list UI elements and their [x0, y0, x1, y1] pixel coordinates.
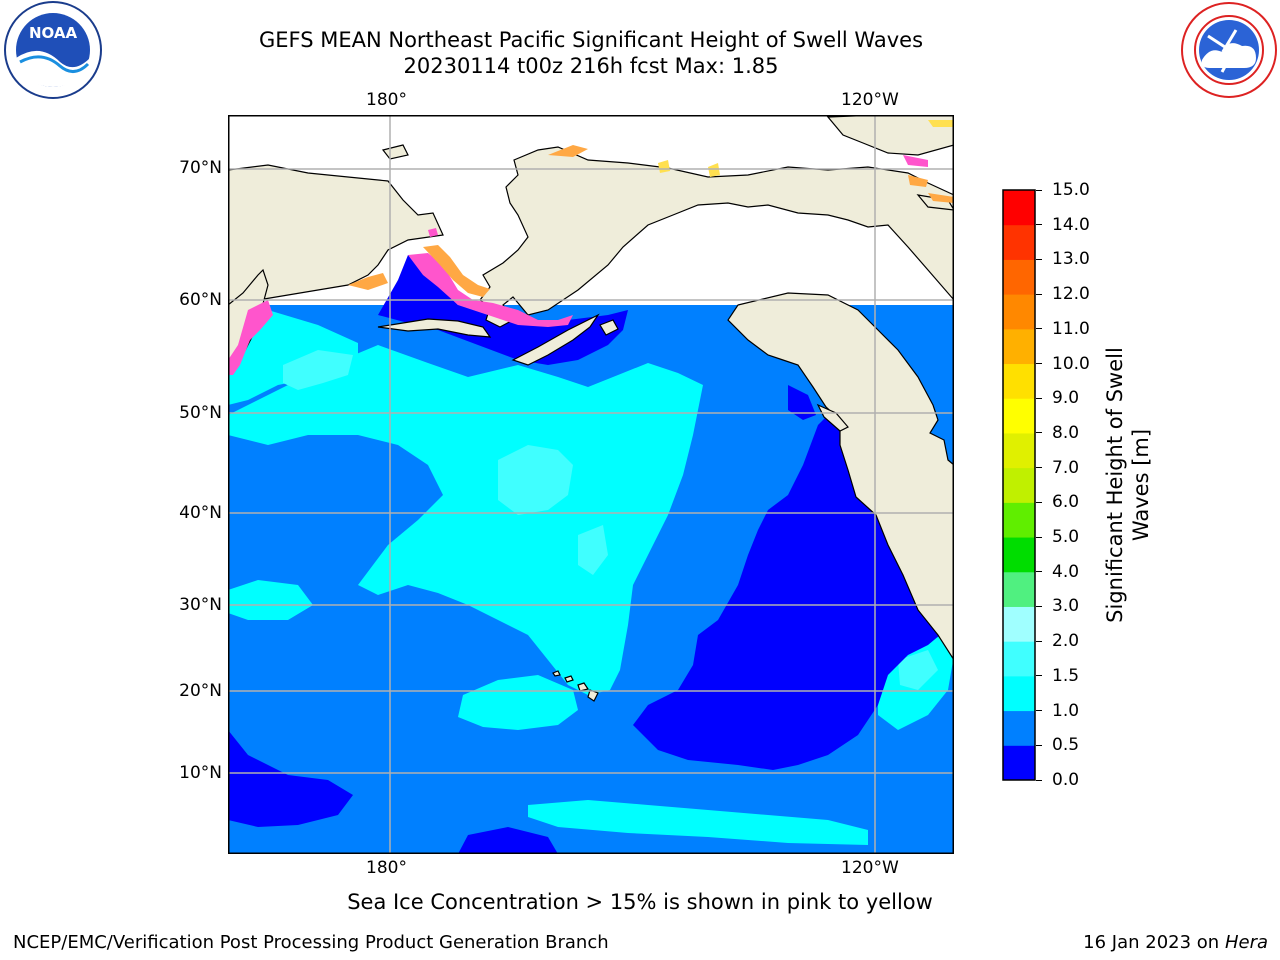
colorbar-tick-mark	[1036, 189, 1042, 191]
colorbar-tick-mark	[1036, 467, 1042, 469]
colorbar-segment	[1003, 224, 1035, 260]
colorbar-tick-label: 8.0	[1052, 422, 1080, 443]
colorbar-tick-mark	[1036, 640, 1042, 642]
colorbar-tick-label: 3.0	[1052, 596, 1080, 617]
lon-label-bottom-120w: 120°W	[841, 858, 899, 878]
colorbar-tick-label: 9.0	[1052, 388, 1080, 409]
lon-label-bottom-180: 180°	[366, 858, 407, 878]
noaa-logo-text: NOAA	[29, 24, 78, 42]
colorbar-segment	[1003, 710, 1035, 746]
colorbar-segment	[1003, 571, 1035, 607]
colorbar-tick-label: 4.0	[1052, 561, 1080, 582]
sea-ice-caption: Sea Ice Concentration > 15% is shown in …	[347, 890, 933, 914]
colorbar-tick-mark	[1036, 744, 1042, 746]
colorbar-tick-mark	[1036, 293, 1042, 295]
lat-label-10n: 10°N	[179, 763, 222, 783]
colorbar-label: Significant Height of Swell Waves [m]	[1103, 347, 1153, 623]
colorbar-segment	[1003, 432, 1035, 469]
colorbar-tick-label: 1.0	[1052, 700, 1080, 721]
colorbar-segment	[1003, 606, 1035, 642]
colorbar-tick-label: 6.0	[1052, 492, 1080, 513]
colorbar	[1002, 189, 1036, 781]
colorbar-tick-label: 11.0	[1052, 318, 1090, 339]
colorbar-segment	[1003, 502, 1035, 538]
gridlines	[228, 115, 954, 854]
colorbar-tick-label: 1.5	[1052, 665, 1080, 686]
lat-label-40n: 40°N	[179, 503, 222, 523]
swell-cyan-region	[228, 345, 703, 695]
colorbar-segment	[1003, 259, 1035, 295]
colorbar-tick-mark	[1036, 779, 1042, 781]
colorbar-tick-label: 0.5	[1052, 735, 1080, 756]
map-panel	[228, 115, 954, 854]
page-subtitle: 20230114 t00z 216h fcst Max: 1.85	[403, 54, 779, 78]
colorbar-segment	[1003, 328, 1035, 365]
colorbar-tick-label: 15.0	[1052, 180, 1090, 200]
colorbar-segment	[1003, 190, 1035, 226]
colorbar-segment	[1003, 537, 1035, 573]
nws-logo	[1181, 2, 1277, 98]
colorbar-tick-label: 13.0	[1052, 249, 1090, 270]
colorbar-segment	[1003, 745, 1035, 781]
colorbar-tick-mark	[1036, 432, 1042, 434]
colorbar-tick-mark	[1036, 710, 1042, 712]
lat-label-20n: 20°N	[179, 681, 222, 701]
colorbar-tick-mark	[1036, 397, 1042, 399]
lat-label-70n: 70°N	[179, 158, 222, 178]
lat-label-60n: 60°N	[179, 290, 222, 310]
colorbar-segment	[1003, 641, 1035, 677]
colorbar-tick-label: 7.0	[1052, 457, 1080, 478]
colorbar-segment	[1003, 467, 1035, 503]
colorbar-tick-mark	[1036, 675, 1042, 677]
colorbar-tick-mark	[1036, 328, 1042, 330]
colorbar-tick-label: 0.0	[1052, 770, 1080, 790]
footer-host: Hera	[1224, 932, 1268, 953]
colorbar-segment	[1003, 675, 1035, 712]
lon-label-top-120w: 120°W	[841, 90, 899, 110]
colorbar-tick-mark	[1036, 258, 1042, 260]
lat-label-30n: 30°N	[179, 595, 222, 615]
colorbar-tick-label: 14.0	[1052, 214, 1090, 235]
footer-date: 16 Jan 2023 on Hera	[1083, 932, 1268, 954]
colorbar-tick-label: 10.0	[1052, 353, 1090, 374]
lat-label-50n: 50°N	[179, 403, 222, 423]
colorbar-tick-label: 2.0	[1052, 631, 1080, 652]
colorbar-segment	[1003, 363, 1035, 399]
colorbar-tick-label: 5.0	[1052, 527, 1080, 548]
lon-label-top-180: 180°	[366, 90, 407, 110]
noaa-logo: NOAA	[4, 1, 102, 99]
colorbar-tick-mark	[1036, 571, 1042, 573]
colorbar-tick-mark	[1036, 501, 1042, 503]
footer-date-text: 16 Jan 2023 on	[1083, 932, 1225, 953]
colorbar-tick-mark	[1036, 605, 1042, 607]
colorbar-tick-mark	[1036, 224, 1042, 226]
colorbar-tick-label: 12.0	[1052, 284, 1090, 305]
colorbar-tick-mark	[1036, 536, 1042, 538]
colorbar-segment	[1003, 294, 1035, 330]
colorbar-segment	[1003, 398, 1035, 434]
page-title: GEFS MEAN Northeast Pacific Significant …	[258, 28, 924, 52]
footer-org: NCEP/EMC/Verification Post Processing Pr…	[13, 932, 609, 953]
colorbar-tick-mark	[1036, 363, 1042, 365]
